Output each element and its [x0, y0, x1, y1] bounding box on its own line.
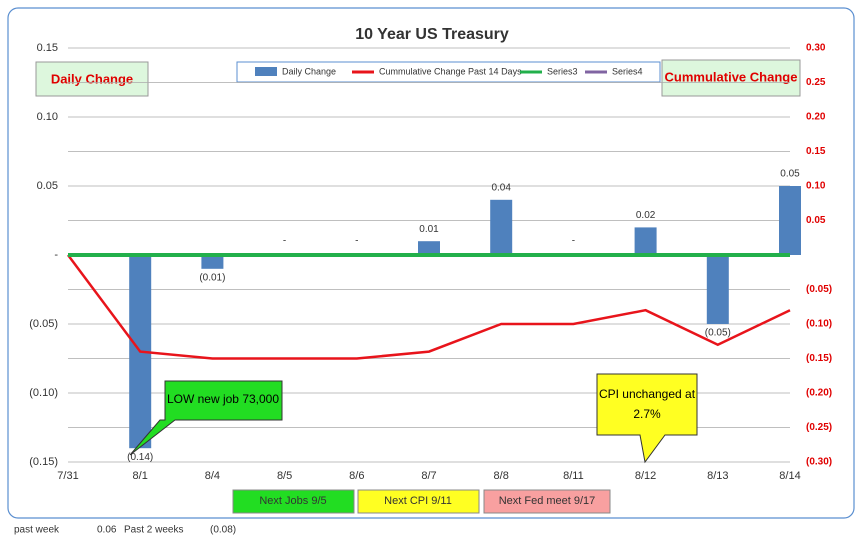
y2-tick-label: 0.10 — [806, 181, 826, 192]
y-tick-label: (0.15) — [29, 456, 58, 468]
next-fed-box — [483, 489, 611, 514]
y2-tick-label: (0.05) — [806, 284, 832, 295]
left-axis-label: Daily Change — [51, 71, 133, 86]
next-fed: Next Fed meet 9/17 — [499, 495, 596, 507]
chart-title: 10 Year US Treasury — [355, 26, 509, 43]
right-axis-box — [661, 59, 801, 97]
x-tick-label: 8/12 — [635, 470, 656, 482]
y-tick-label: (0.05) — [29, 318, 58, 330]
legend-items: Daily Change Cummulative Change Past 14 D… — [255, 66, 643, 76]
plot: 0.15 0.10 0.05 - (0.05) (0.10) (0.15) 0.30 0.25 0… — [29, 42, 832, 482]
y2-tick-label: 0.20 — [806, 112, 826, 123]
y2-tick-label: (0.30) — [806, 457, 832, 468]
legend — [236, 61, 661, 83]
legend-swatch — [255, 67, 277, 76]
x-tick-label: 8/7 — [421, 470, 436, 482]
bar — [634, 227, 657, 255]
data-label: - — [572, 236, 575, 247]
x-tick-label: 8/4 — [205, 470, 220, 482]
x-tick-label: 8/11 — [563, 470, 584, 482]
data-label: 0.05 — [780, 169, 800, 180]
next-jobs: Next Jobs 9/5 — [259, 495, 326, 507]
y2-tick-label: 0.30 — [806, 43, 826, 54]
cpi-callout — [596, 373, 698, 464]
y-tick-label: (0.10) — [29, 387, 58, 399]
cpi-callout-text: CPI unchanged at 2.7% — [599, 387, 696, 421]
jobs-callout-text: LOW new job 73,000 — [167, 392, 279, 406]
x-tick-label: 7/31 — [57, 470, 78, 482]
x-tick-label: 8/1 — [133, 470, 148, 482]
y2-tick-label: 0.05 — [806, 215, 826, 226]
line — [66, 254, 791, 360]
y2-tick-label: (0.25) — [806, 422, 832, 433]
x-tick-label: 8/8 — [494, 470, 509, 482]
legend-label: Cummulative Change Past 14 Days — [379, 66, 522, 76]
data-label: 0.04 — [491, 182, 511, 193]
right-axis-label: Cummulative Change — [665, 69, 798, 84]
footer-label: Past 2 weeks — [124, 525, 183, 536]
y2-tick-label: 0.15 — [806, 146, 826, 157]
data-label: 0.01 — [419, 224, 439, 235]
next-cpi: Next CPI 9/11 — [384, 495, 452, 507]
y-tick-label: 0.10 — [37, 111, 58, 123]
data-label: (0.01) — [199, 272, 225, 283]
next-cpi-box — [357, 489, 480, 514]
bar — [706, 255, 729, 324]
bar — [490, 199, 513, 255]
x-tick-label: 8/5 — [277, 470, 292, 482]
bar — [201, 255, 224, 269]
y-tick-label: 0.05 — [37, 180, 58, 192]
y-tick-label: 0.15 — [37, 42, 58, 54]
y2-tick-label: (0.15) — [806, 353, 832, 364]
footer-label: past week — [14, 525, 60, 536]
x-tick-label: 8/13 — [707, 470, 728, 482]
bar — [418, 241, 440, 255]
x-tick-label: 8/6 — [349, 470, 364, 482]
footer-value: 0.06 — [97, 525, 117, 536]
y2-tick-label: 0.25 — [806, 77, 826, 88]
left-axis-box — [35, 61, 149, 97]
y2-tick-label: (0.20) — [806, 388, 832, 399]
legend-label: Series4 — [612, 66, 643, 76]
bar — [779, 186, 801, 255]
y2-tick-label: (0.10) — [806, 319, 832, 330]
data-label: (0.05) — [705, 328, 731, 339]
data-label: - — [283, 236, 286, 247]
jobs-callout — [129, 380, 283, 456]
data-label: 0.02 — [636, 210, 656, 221]
legend-label: Daily Change — [282, 66, 336, 76]
footer-value: (0.08) — [210, 525, 236, 536]
x-tick-label: 8/14 — [779, 470, 800, 482]
data-label: - — [355, 236, 358, 247]
next-jobs-box — [232, 489, 355, 514]
data-label: (0.14) — [127, 452, 153, 463]
y-tick-label: - — [54, 249, 58, 261]
legend-label: Series3 — [547, 66, 578, 76]
